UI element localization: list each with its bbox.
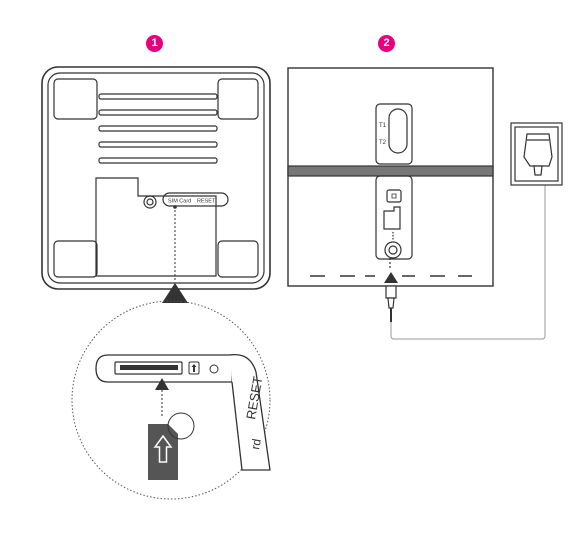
- power-port-pointer: [384, 272, 398, 283]
- router-side-view: [287, 67, 494, 287]
- phone-port-t2-label: T2: [379, 140, 387, 146]
- router-bottom-view: [41, 66, 271, 290]
- magnified-view: [71, 300, 271, 500]
- magnified-reset-label: RESET: [243, 375, 265, 420]
- sim-card-label: SIM Card: [168, 199, 191, 205]
- step-2-badge: 2: [378, 35, 395, 52]
- zoom-origin-dot: [173, 205, 177, 209]
- phone-port-t1-label: T1: [379, 123, 387, 129]
- power-adapter: [385, 122, 563, 340]
- magnified-partial-label: rd: [248, 438, 264, 451]
- zoom-pointer-triangle: [162, 283, 188, 303]
- reset-label: RESET: [197, 199, 216, 205]
- step-1-badge: 1: [146, 35, 163, 52]
